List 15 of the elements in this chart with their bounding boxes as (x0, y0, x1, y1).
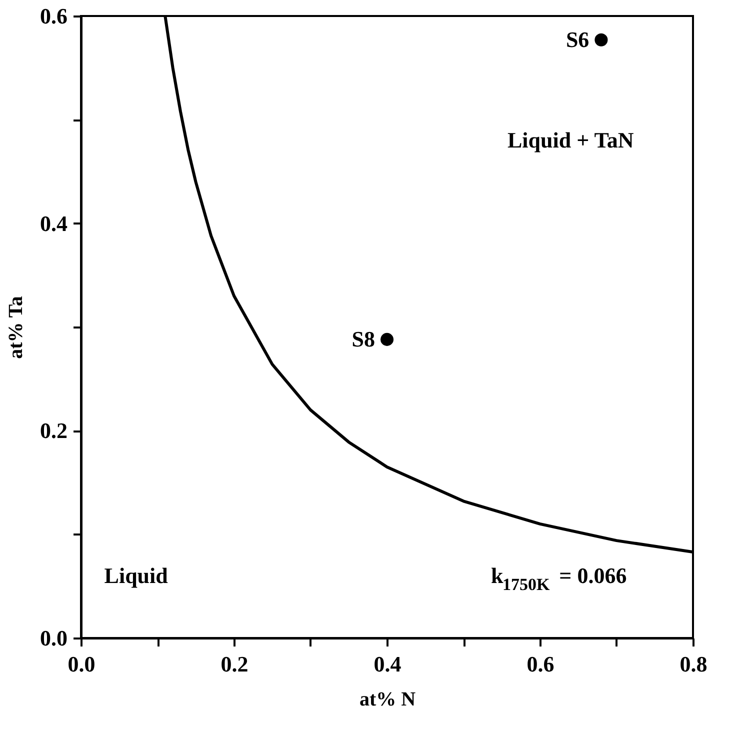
annotation: S8 (352, 326, 375, 352)
y-tick-label: 0.6 (40, 4, 68, 28)
x-tick-label: 0.8 (680, 652, 708, 676)
x-tick-label: 0.0 (68, 652, 96, 676)
x-tick-label: 0.6 (526, 652, 554, 676)
annotation: Liquid + TaN (507, 127, 634, 152)
y-tick-label: 0.4 (40, 210, 68, 236)
annotation: S6 (566, 26, 590, 52)
x-tick-label: 0.2 (220, 652, 248, 676)
y-tick-label: 0.2 (40, 418, 68, 444)
y-tick-label: 0.0 (40, 626, 68, 650)
x-tick-label: 0.4 (374, 652, 402, 676)
y-axis-title: at% Ta (5, 296, 27, 359)
annotation: Liquid (104, 562, 168, 588)
x-axis-title: at% N (359, 688, 416, 710)
